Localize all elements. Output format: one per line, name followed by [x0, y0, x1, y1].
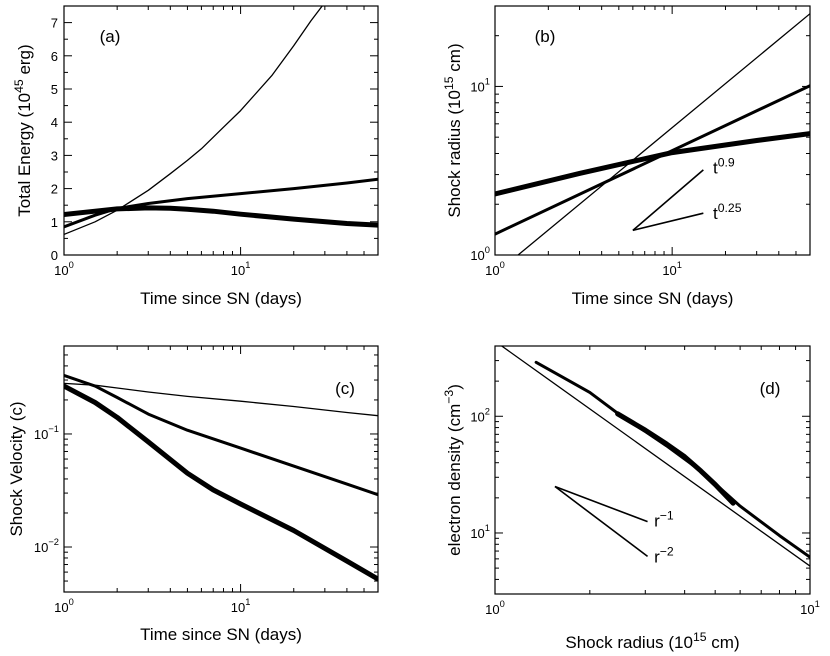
y-tick-label: 6 [51, 49, 58, 64]
series-thick-line [64, 205, 378, 228]
x-tick-label: 101 [231, 260, 251, 278]
y-tick-label: 4 [51, 115, 58, 130]
panel-label: (d) [760, 379, 781, 398]
y-tick-label: 5 [51, 82, 58, 97]
y-tick-label: 10−1 [34, 424, 59, 442]
plot-frame [63, 345, 379, 593]
slope-guide-line [554, 485, 648, 523]
x-axis-label: Time since SN (days) [140, 625, 302, 644]
y-tick-label: 101 [470, 523, 490, 541]
x-tick-label: 100 [54, 260, 74, 278]
plot-frame [494, 5, 811, 256]
panel-label: (a) [100, 27, 121, 46]
y-tick-label: 102 [470, 406, 490, 424]
slope-label: t0.25 [713, 201, 742, 223]
x-tick-label: 101 [800, 599, 820, 617]
series-medium-line [495, 84, 810, 236]
series-thick-line [64, 383, 378, 582]
slope-label: r−1 [654, 508, 674, 530]
y-tick-label: 1 [51, 215, 58, 230]
slope-guide-line [632, 212, 704, 232]
y-axis-label: electron density (cm−3) [442, 384, 464, 556]
y-axis-label: Total Energy (1045 erg) [12, 44, 34, 216]
x-tick-label: 101 [231, 597, 251, 615]
slope-guide-line [632, 169, 704, 231]
y-tick-label: 101 [470, 76, 490, 94]
panel-d: 100 101 101 102 r−1 r−2 (d) Shock radius (1015 … [442, 345, 820, 652]
series-medium-line [64, 177, 378, 229]
x-axis-label: Time since SN (days) [572, 289, 734, 308]
plot-frame [494, 345, 811, 595]
y-tick-label: 2 [51, 182, 58, 197]
y-tick-label: 10−2 [34, 537, 59, 555]
plot-frame [63, 5, 379, 256]
slope-label: r−2 [654, 544, 674, 566]
series-thin-line [517, 13, 810, 255]
panel-label: (b) [535, 27, 556, 46]
panel-label: (c) [335, 379, 355, 398]
series-thick-line [495, 131, 810, 197]
y-axis-label: Shock Velocity (c) [7, 401, 26, 536]
x-tick-label: 100 [485, 260, 505, 278]
x-tick-label: 100 [485, 599, 505, 617]
y-tick-label: 3 [51, 148, 58, 163]
x-axis-label: Time since SN (days) [140, 289, 302, 308]
x-axis-label: Shock radius (1015 cm) [565, 630, 739, 652]
y-axis-label: Shock radius (1015 cm) [442, 43, 464, 217]
series-thick-line [615, 411, 736, 506]
series-medium-line [64, 373, 378, 497]
series-thin-line [64, 382, 378, 417]
series-thin-line [501, 346, 810, 567]
panel-b: 100 101 100 101 t0.9 t0.25 (b) Time since SN (d… [442, 5, 811, 308]
x-tick-label: 100 [54, 597, 74, 615]
slope-guide-line [554, 485, 649, 558]
panel-c: 100 101 10−2 10−1 (c) Time since SN (days) Sho… [7, 345, 379, 644]
x-tick-label: 101 [662, 260, 682, 278]
y-tick-label: 0 [51, 248, 58, 263]
y-tick-label: 7 [51, 16, 58, 31]
slope-label: t0.9 [713, 156, 735, 178]
y-tick-label: 100 [470, 245, 490, 263]
